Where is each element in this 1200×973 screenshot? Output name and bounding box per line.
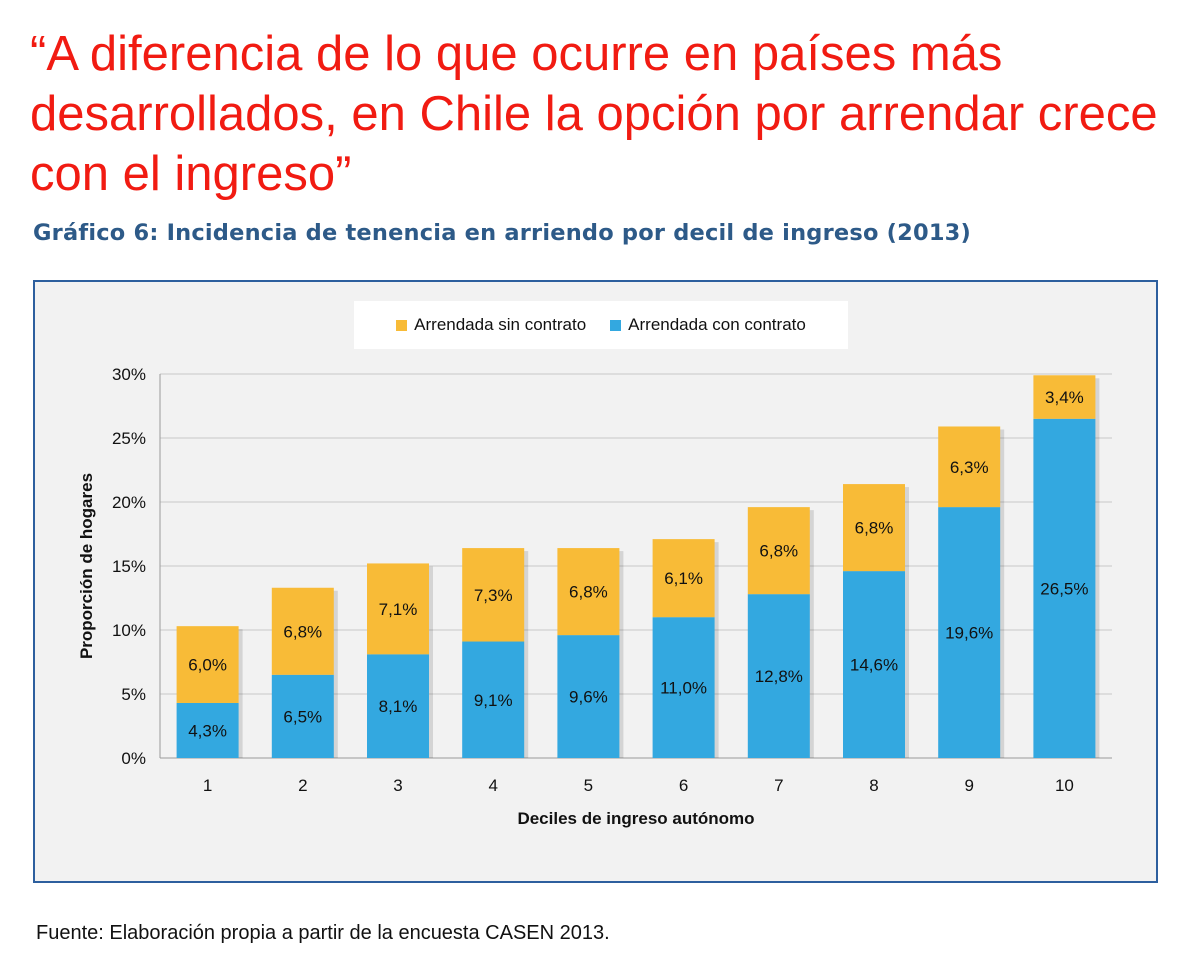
- y-tick-label: 5%: [121, 685, 146, 704]
- legend-item-sin-contrato: Arrendada sin contrato: [396, 315, 586, 335]
- data-label-con-contrato: 26,5%: [1040, 579, 1088, 598]
- x-tick-label: 7: [774, 776, 783, 795]
- bar-sin-contrato: [843, 484, 905, 572]
- x-tick-label: 10: [1055, 776, 1074, 795]
- bar-sin-contrato: [367, 563, 429, 655]
- legend-swatch-con-contrato: [610, 319, 622, 331]
- data-label-con-contrato: 6,5%: [283, 707, 322, 726]
- x-tick-label: 4: [488, 776, 497, 795]
- chart-title: Gráfico 6: Incidencia de tenencia en arr…: [33, 220, 972, 246]
- bar-con-contrato: [747, 594, 810, 758]
- bar-sin-contrato: [938, 426, 1001, 508]
- y-tick-label: 30%: [112, 365, 146, 384]
- x-tick-label: 5: [584, 776, 593, 795]
- data-label-sin-contrato: 6,8%: [569, 583, 608, 602]
- data-label-con-contrato: 12,8%: [755, 667, 803, 686]
- bar-sin-contrato: [271, 587, 334, 675]
- x-tick-label: 1: [203, 776, 212, 795]
- y-tick-label: 25%: [112, 429, 146, 448]
- data-label-con-contrato: 9,6%: [569, 688, 608, 707]
- x-tick-label: 8: [869, 776, 878, 795]
- data-label-con-contrato: 9,1%: [474, 691, 513, 710]
- bar-con-contrato: [843, 571, 905, 758]
- legend-label-con-contrato: Arrendada con contrato: [628, 315, 806, 334]
- data-label-con-contrato: 19,6%: [945, 624, 993, 643]
- bar-con-contrato: [176, 702, 239, 758]
- x-tick-label: 9: [964, 776, 973, 795]
- bar-con-contrato: [938, 507, 1001, 758]
- data-label-sin-contrato: 7,3%: [474, 586, 513, 605]
- source-note: Fuente: Elaboración propia a partir de l…: [36, 922, 610, 944]
- x-tick-label: 3: [393, 776, 402, 795]
- bar-con-contrato: [367, 654, 429, 758]
- data-label-con-contrato: 11,0%: [660, 679, 707, 698]
- bar-con-contrato: [557, 635, 620, 758]
- x-axis-title: Deciles de ingreso autónomo: [517, 809, 754, 828]
- headline-quote: “A diferencia de lo que ocurre en países…: [30, 27, 1158, 201]
- data-label-con-contrato: 14,6%: [850, 656, 898, 675]
- y-axis-title: Proporción de hogares: [77, 473, 96, 659]
- chart-legend: Arrendada sin contrato Arrendada con con…: [354, 301, 848, 349]
- y-tick-label: 10%: [112, 621, 146, 640]
- y-tick-label: 0%: [121, 749, 146, 768]
- data-label-sin-contrato: 6,8%: [283, 622, 322, 641]
- data-label-sin-contrato: 6,8%: [855, 519, 894, 538]
- bar-sin-contrato: [462, 548, 525, 642]
- y-tick-label: 20%: [112, 493, 146, 512]
- bar-sin-contrato: [747, 507, 810, 595]
- bar-con-contrato: [652, 617, 715, 758]
- bar-sin-contrato: [557, 548, 620, 636]
- x-tick-label: 6: [679, 776, 688, 795]
- data-label-sin-contrato: 7,1%: [379, 600, 418, 619]
- bar-sin-contrato: [1033, 375, 1096, 419]
- data-label-con-contrato: 4,3%: [188, 721, 227, 740]
- bar-con-contrato: [462, 641, 525, 758]
- legend-swatch-sin-contrato: [396, 319, 408, 331]
- data-label-sin-contrato: 6,3%: [950, 458, 989, 477]
- data-label-sin-contrato: 6,8%: [759, 542, 798, 561]
- bar-sin-contrato: [176, 626, 239, 703]
- data-label-sin-contrato: 6,1%: [664, 569, 703, 588]
- legend-label-sin-contrato: Arrendada sin contrato: [414, 315, 587, 334]
- y-tick-label: 15%: [112, 557, 146, 576]
- bar-con-contrato: [1033, 418, 1096, 758]
- bar-con-contrato: [271, 674, 334, 758]
- legend-item-con-contrato: Arrendada con contrato: [610, 315, 806, 335]
- x-tick-label: 2: [298, 776, 307, 795]
- data-label-sin-contrato: 3,4%: [1045, 388, 1084, 407]
- data-label-sin-contrato: 6,0%: [188, 656, 227, 675]
- bar-sin-contrato: [652, 539, 715, 618]
- data-label-con-contrato: 8,1%: [379, 697, 418, 716]
